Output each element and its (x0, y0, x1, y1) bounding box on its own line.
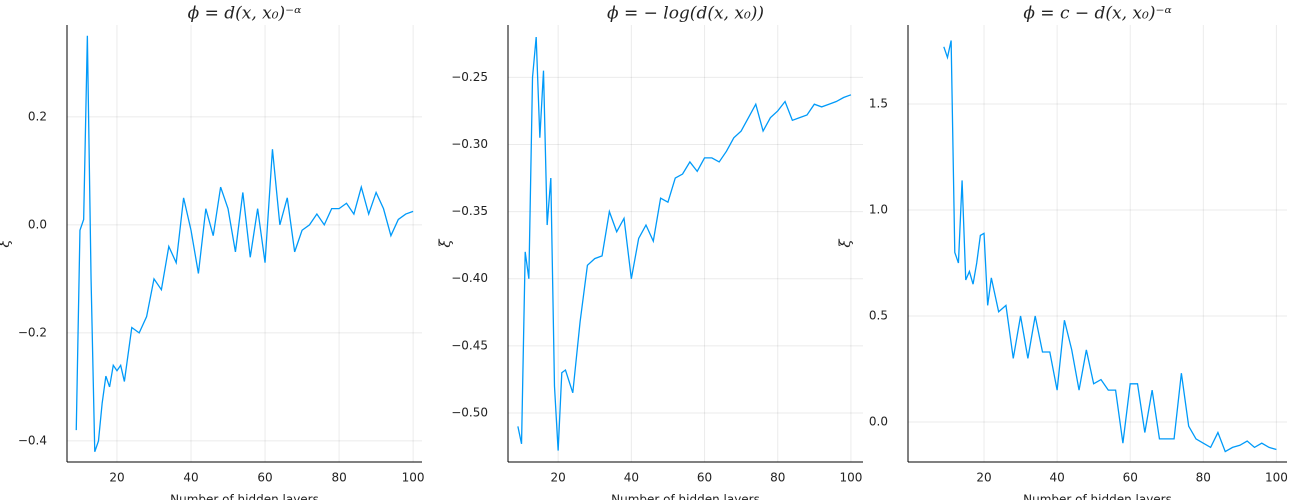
chart-title: ϕ = − log(d(x, x₀)) (607, 4, 764, 24)
x-tick-label: 40 (624, 471, 639, 485)
y-tick-label: −0.25 (451, 70, 488, 84)
y-axis-label: ξ (0, 239, 13, 248)
y-tick-label: 1.0 (869, 203, 888, 217)
x-axis-label: Number of hidden layers (1023, 493, 1172, 500)
x-tick-label: 100 (402, 471, 425, 485)
y-tick-label: 0.2 (28, 109, 47, 123)
x-axis-label: Number of hidden layers (170, 493, 319, 500)
x-tick-label: 20 (976, 471, 991, 485)
y-axis-label: ξ (436, 239, 454, 248)
x-tick-label: 60 (697, 471, 712, 485)
y-tick-label: −0.30 (451, 137, 488, 151)
y-tick-label: −0.4 (18, 433, 47, 447)
x-axis-label: Number of hidden layers (611, 493, 760, 500)
y-tick-label: 0.0 (869, 414, 888, 428)
y-tick-label: −0.35 (451, 204, 488, 218)
y-tick-label: −0.2 (18, 325, 47, 339)
x-tick-label: 100 (1265, 471, 1288, 485)
y-axis-label: ξ (836, 239, 854, 248)
data-line (943, 40, 1277, 453)
y-tick-label: −0.40 (451, 271, 488, 285)
y-tick-label: 1.5 (869, 97, 888, 111)
x-tick-label: 40 (183, 471, 198, 485)
y-tick-label: 0.5 (869, 308, 888, 322)
y-tick-label: −0.45 (451, 338, 488, 352)
chart-title: ϕ = c − d(x, x₀)⁻ᵅ (1023, 4, 1172, 24)
y-tick-label: −0.50 (451, 405, 488, 419)
chart-title: ϕ = d(x, x₀)⁻ᵅ (188, 4, 303, 24)
x-tick-label: 80 (331, 471, 346, 485)
x-tick-label: 60 (257, 471, 272, 485)
x-tick-label: 40 (1049, 471, 1064, 485)
data-line (75, 35, 414, 452)
x-tick-label: 100 (839, 471, 862, 485)
data-line (517, 37, 852, 451)
x-tick-label: 80 (770, 471, 785, 485)
x-tick-label: 20 (109, 471, 124, 485)
y-tick-label: 0.0 (28, 217, 47, 231)
x-tick-label: 20 (550, 471, 565, 485)
x-tick-label: 80 (1196, 471, 1211, 485)
x-tick-label: 60 (1123, 471, 1138, 485)
